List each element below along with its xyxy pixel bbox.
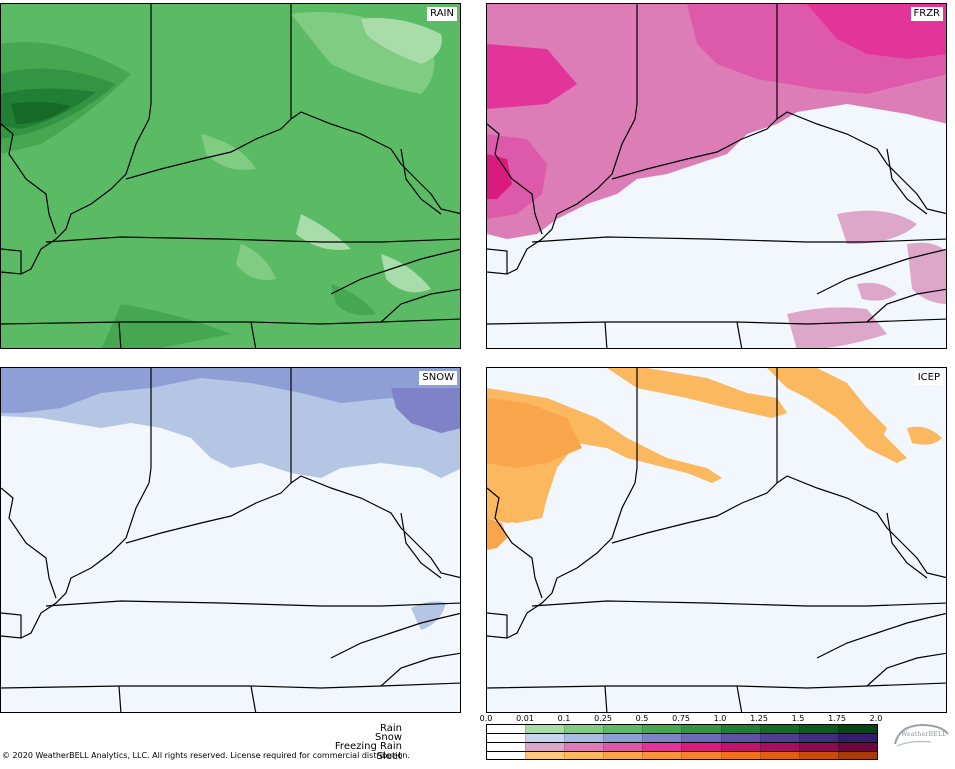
snow-map-panel: SNOW bbox=[0, 367, 461, 713]
legend-tick: 1.75 bbox=[828, 714, 846, 723]
legend-swatch bbox=[798, 734, 838, 742]
legend-swatch bbox=[720, 743, 760, 751]
legend-swatch bbox=[486, 725, 526, 733]
legend-row-label-freezing-rain: Freezing Rain bbox=[334, 741, 402, 752]
legend-tick: 0.01 bbox=[516, 714, 534, 723]
legend-swatch bbox=[720, 725, 760, 733]
bell-logo-icon bbox=[894, 723, 949, 747]
logo-text: WeatherBELL bbox=[901, 731, 947, 738]
legend-swatch bbox=[486, 743, 526, 751]
legend-tick: 0.1 bbox=[557, 714, 571, 723]
legend-row-freezing-rain bbox=[486, 742, 878, 751]
legend-row-snow bbox=[486, 733, 878, 742]
legend-swatch bbox=[798, 725, 838, 733]
legend-swatch bbox=[564, 734, 604, 742]
legend-swatch bbox=[837, 725, 878, 733]
legend-swatch bbox=[564, 752, 604, 759]
legend-swatch bbox=[642, 752, 682, 759]
precip-legend: 0.0 0.01 0.1 0.25 0.5 0.75 1.0 1.25 1.5 … bbox=[335, 714, 882, 764]
rain-map-panel: RAIN bbox=[0, 3, 461, 349]
legend-swatch bbox=[681, 752, 721, 759]
legend-row-label-rain: Rain bbox=[380, 723, 402, 734]
legend-swatch bbox=[603, 725, 643, 733]
legend-tick: 0.75 bbox=[672, 714, 690, 723]
legend-swatch bbox=[720, 752, 760, 759]
legend-tick: 0.0 bbox=[479, 714, 493, 723]
legend-row-label-sleet: Sleet bbox=[376, 751, 402, 762]
legend-swatch bbox=[759, 734, 799, 742]
legend-tick: 1.25 bbox=[750, 714, 768, 723]
icep-map-panel: ICEP bbox=[486, 367, 947, 713]
legend-swatch bbox=[798, 752, 838, 759]
frzr-map bbox=[487, 4, 946, 348]
rain-map bbox=[1, 4, 460, 348]
legend-tick: 0.25 bbox=[594, 714, 612, 723]
legend-swatch bbox=[603, 734, 643, 742]
legend-swatch bbox=[525, 725, 565, 733]
legend-tick: 1.0 bbox=[713, 714, 727, 723]
legend-swatch bbox=[681, 743, 721, 751]
frzr-map-panel: FRZR bbox=[486, 3, 947, 349]
legend-swatch bbox=[603, 752, 643, 759]
legend-swatch bbox=[759, 725, 799, 733]
legend-swatch bbox=[642, 734, 682, 742]
panel-label-frzr: FRZR bbox=[910, 7, 943, 21]
panel-label-rain: RAIN bbox=[427, 7, 457, 21]
icep-map bbox=[487, 368, 946, 712]
legend-swatch bbox=[486, 734, 526, 742]
weatherbell-logo: WeatherBELL bbox=[891, 722, 951, 748]
legend-swatch bbox=[642, 725, 682, 733]
legend-swatch bbox=[837, 743, 878, 751]
legend-swatch bbox=[642, 743, 682, 751]
legend-swatch bbox=[798, 743, 838, 751]
legend-row-rain bbox=[486, 724, 878, 733]
legend-swatch bbox=[525, 743, 565, 751]
legend-swatch bbox=[720, 734, 760, 742]
legend-swatch bbox=[759, 752, 799, 759]
legend-swatch bbox=[486, 752, 526, 759]
legend-swatch bbox=[564, 725, 604, 733]
legend-swatch bbox=[603, 743, 643, 751]
legend-swatch bbox=[837, 752, 878, 759]
legend-swatch bbox=[564, 743, 604, 751]
panel-label-icep: ICEP bbox=[914, 371, 943, 385]
panel-label-snow: SNOW bbox=[419, 371, 457, 385]
legend-swatch bbox=[681, 734, 721, 742]
legend-tick: 2.0 bbox=[869, 714, 883, 723]
legend-swatch bbox=[681, 725, 721, 733]
legend-tick: 1.5 bbox=[791, 714, 805, 723]
legend-swatch bbox=[525, 752, 565, 759]
legend-swatch bbox=[837, 734, 878, 742]
legend-swatch bbox=[759, 743, 799, 751]
copyright-notice: © 2020 WeatherBELL Analytics, LLC. All r… bbox=[2, 751, 410, 760]
snow-map bbox=[1, 368, 460, 712]
legend-swatch bbox=[525, 734, 565, 742]
legend-tick: 0.5 bbox=[635, 714, 649, 723]
legend-row-sleet bbox=[486, 751, 878, 760]
legend-row-label-snow: Snow bbox=[375, 732, 402, 743]
